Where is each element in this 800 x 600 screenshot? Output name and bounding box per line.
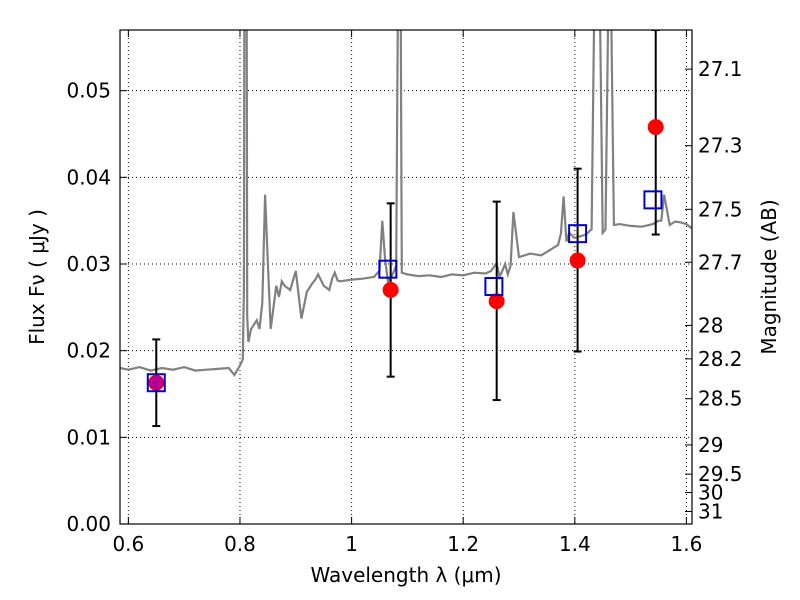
x-tick-label: 0.8 xyxy=(224,532,256,556)
x-axis-ticks: 0.6 0.8 1 1.2 1.4 1.6 xyxy=(112,30,702,556)
y-tick-label: 0.02 xyxy=(66,339,111,363)
magnitude-tick-label: 28.5 xyxy=(698,387,743,411)
model-bandpass-points xyxy=(146,190,663,393)
model-point xyxy=(484,277,504,297)
x-tick-label: 1.4 xyxy=(559,532,591,556)
y-tick-label: 0.01 xyxy=(66,425,111,449)
magnitude-tick-label: 28 xyxy=(698,313,723,337)
x-tick-label: 1 xyxy=(345,532,358,556)
observed-point xyxy=(569,252,586,269)
magnitude-tick-label: 27.1 xyxy=(698,57,743,81)
overlap-point xyxy=(149,375,164,390)
magnitude-tick-label: 27.5 xyxy=(698,197,743,221)
magnitude-tick-label: 29.5 xyxy=(698,462,743,486)
right-y-axis-label: Magnitude (AB) xyxy=(757,199,781,354)
plot-area xyxy=(120,30,692,428)
y-tick-label: 0.05 xyxy=(66,79,111,103)
observed-point xyxy=(382,282,399,298)
x-tick-label: 1.2 xyxy=(447,532,479,556)
x-axis-label: Wavelength λ (μm) xyxy=(310,563,501,587)
y-tick-label: 0.00 xyxy=(66,512,111,536)
y-tick-label: 0.04 xyxy=(66,165,111,189)
x-tick-label: 1.6 xyxy=(671,532,703,556)
magnitude-tick-label: 31 xyxy=(698,499,723,523)
model-point xyxy=(378,259,398,279)
magnitude-tick-label: 27.7 xyxy=(698,250,743,274)
y-axis-label: Flux Fν ( μJy ) xyxy=(25,209,49,345)
observed-point xyxy=(647,119,664,136)
plot-frame xyxy=(119,29,693,525)
magnitude-tick-label: 27.3 xyxy=(698,134,743,158)
magnitude-tick-label: 30 xyxy=(698,481,723,505)
y-tick-label: 0.03 xyxy=(66,252,111,276)
model-point xyxy=(643,190,663,210)
magnitude-tick-label: 29 xyxy=(698,433,723,457)
x-tick-label: 0.6 xyxy=(112,532,144,556)
model-point xyxy=(146,373,166,393)
y-axis-ticks: 0.00 0.01 0.02 0.03 0.04 0.05 xyxy=(66,79,127,536)
observed-point xyxy=(488,293,505,310)
model-point xyxy=(568,224,588,244)
magnitude-tick-label: 28.2 xyxy=(698,347,743,371)
